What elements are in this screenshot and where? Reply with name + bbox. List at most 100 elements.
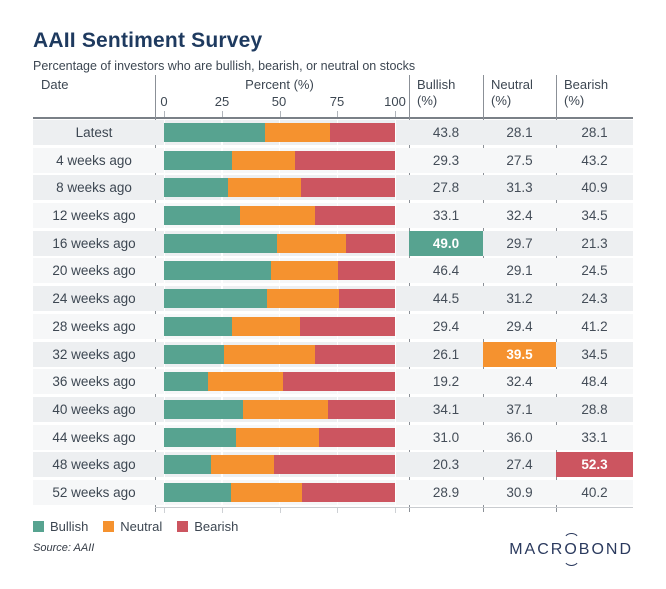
table-row: 4 weeks ago 29.3 27.5 43.2 [33,147,633,173]
stacked-bar [164,206,395,226]
bar-segment-bearish [274,455,395,475]
cell-bearish: 40.2 [581,484,608,500]
cell-bearish: 24.3 [581,291,608,307]
legend-item-bearish: Bearish [177,519,238,534]
bar-segment-bearish [338,261,395,281]
cell-bullish: 49.0 [409,230,483,256]
table-row: 24 weeks ago 44.5 31.2 24.3 [33,286,633,312]
row-date-label: 32 weeks ago [52,346,136,362]
cell-bullish: 44.5 [432,291,460,307]
bar-segment-bearish [318,427,395,447]
table-body: Latest 43.8 28.1 28.1 4 weeks ago [33,120,633,505]
bar-segment-bearish [300,178,395,198]
cell-neutral: 31.2 [506,291,533,307]
row-bar-chart [155,369,409,395]
cell-bullish: 33.1 [432,208,460,224]
cell-bearish: 48.4 [581,374,608,390]
axis-bottom-tick [280,508,281,513]
row-bar-chart [155,341,409,367]
table-row: Latest 43.8 28.1 28.1 [33,120,633,145]
bar-segment-neutral [240,206,316,226]
column-header-chart: Percent (%) 0 25 50 75 100 [155,75,409,117]
cell-neutral: 39.5 [483,341,556,367]
row-date-label: 12 weeks ago [52,208,136,224]
row-bar-chart [155,286,409,312]
cell-bearish: 43.2 [581,152,608,168]
stacked-bar [164,372,395,392]
row-date-label: 36 weeks ago [52,374,136,390]
column-header-bullish-name: Bullish [417,77,456,92]
gridline [394,230,396,256]
cell-bullish: 19.2 [432,374,460,390]
row-date-label: 24 weeks ago [52,291,136,307]
macrobond-logo: MACROBOND [509,533,633,566]
row-date-label: 40 weeks ago [52,401,136,417]
bar-segment-neutral [242,399,329,419]
gridline [394,369,396,395]
row-bar-chart [155,313,409,339]
row-bar-chart [155,452,409,478]
stacked-bar [164,427,395,447]
axis-tick-mark [164,111,165,117]
bar-segment-neutral [208,372,284,392]
table-row: 28 weeks ago 29.4 29.4 41.2 [33,313,633,339]
logo-o-mark: O [562,533,581,566]
cell-neutral: 29.4 [506,318,533,334]
row-date-label: 28 weeks ago [52,318,136,334]
bar-segment-neutral [230,482,303,502]
bar-segment-neutral [228,178,301,198]
column-header-neutral: Neutral (%) [483,75,556,117]
table-row: 48 weeks ago 20.3 27.4 52.3 [33,452,633,478]
bar-segment-bullish [164,289,267,309]
bar-segment-bearish [315,344,396,364]
cell-neutral: 36.0 [506,429,533,445]
chart-subtitle: Percentage of investors who are bullish,… [33,59,416,73]
axis-tick-mark [337,111,339,117]
bar-segment-bearish [338,289,395,309]
row-bar-chart [155,120,409,145]
cell-bearish: 21.3 [581,235,608,251]
stacked-bar [164,261,395,281]
gridline [394,286,396,312]
row-bar-chart [155,203,409,229]
row-bar-chart [155,396,409,422]
bar-segment-bullish [164,372,209,392]
cell-bearish: 24.5 [581,263,608,279]
stacked-bar [164,344,396,364]
cell-bearish: 34.5 [581,208,608,224]
stacked-bar [164,150,395,170]
bar-segment-bearish [283,372,395,392]
gridline [394,396,396,422]
stacked-bar [164,455,395,475]
gridline [394,341,396,367]
cell-bearish: 28.1 [581,125,608,140]
cell-bullish: 29.3 [432,152,460,168]
axis-bottom-tick [337,508,338,513]
bar-segment-neutral [235,427,319,447]
stacked-bar [164,316,395,336]
table-row: 40 weeks ago 34.1 37.1 28.8 [33,396,633,422]
bearish-swatch-icon [177,521,189,532]
table-row: 20 weeks ago 46.4 29.1 24.5 [33,258,633,284]
table-row: 44 weeks ago 31.0 36.0 33.1 [33,424,633,450]
cell-bullish: 20.3 [432,457,460,473]
axis-bottom-line [155,507,633,508]
axis-bottom-tick [164,508,165,513]
cell-bearish: 28.8 [581,401,608,417]
table-row: 52 weeks ago 28.9 30.9 40.2 [33,479,633,505]
bar-segment-neutral [231,316,300,336]
bar-segment-bearish [295,150,395,170]
axis-tick-label-0: 0 [160,94,168,109]
cell-neutral: 29.1 [506,263,533,279]
gridline [394,313,396,339]
bullish-swatch-icon [33,521,44,532]
column-header-bearish: Bearish (%) [556,75,633,117]
axis-tick-mark [395,111,396,117]
bar-segment-neutral [210,455,275,475]
stacked-bar [164,233,395,253]
axis-tick-label-50: 50 [271,94,287,109]
row-bar-chart [155,147,409,173]
gridline [394,175,396,201]
row-date-label: 48 weeks ago [52,457,136,473]
row-bar-chart [155,479,409,505]
